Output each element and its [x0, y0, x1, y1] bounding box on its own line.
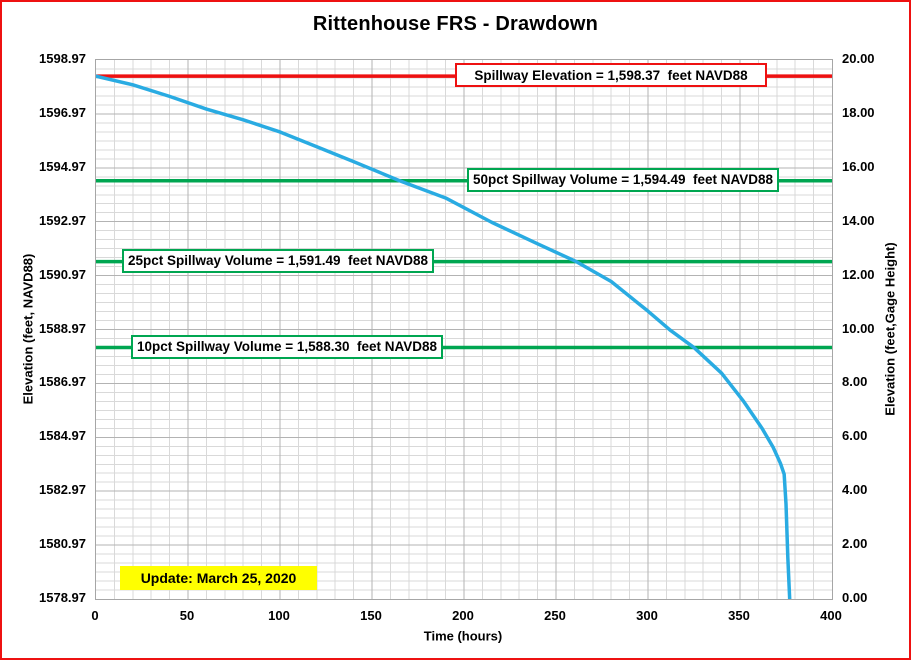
y-right-tick-label: 12.00 [842, 266, 875, 282]
pct50-label-box: 50pct Spillway Volume = 1,594.49 feet NA… [467, 167, 779, 192]
y-left-tick-label: 1592.97 [39, 212, 86, 228]
x-axis-title: Time (hours) [423, 628, 503, 644]
x-tick-label: 250 [544, 608, 566, 623]
x-tick-label: 50 [179, 608, 195, 623]
y-left-tick-label: 1588.97 [39, 320, 86, 336]
y-right-tick-label: 18.00 [842, 104, 875, 120]
x-tick-label: 100 [268, 608, 290, 623]
y-right-tick-label: 14.00 [842, 212, 875, 228]
x-tick-label: 350 [728, 608, 750, 623]
plot-area [95, 59, 833, 600]
y-right-tick-label: 20.00 [842, 51, 875, 66]
y-left-tick-label: 1594.97 [39, 158, 86, 174]
y-left-tick-label: 1582.97 [39, 482, 86, 498]
y-right-tick-label: 0.00 [842, 590, 868, 605]
drawdown-plot-canvas [96, 60, 832, 599]
y-left-tick-label: 1596.97 [39, 104, 86, 120]
spillway-label-box: Spillway Elevation = 1,598.37 feet NAVD8… [455, 63, 767, 88]
y-left-tick-label: 1578.97 [39, 590, 86, 605]
x-tick-label: 150 [360, 608, 382, 623]
pct25-label-box: 25pct Spillway Volume = 1,591.49 feet NA… [122, 248, 434, 273]
y-right-tick-label: 16.00 [842, 158, 875, 174]
y-right-tick-label: 10.00 [842, 320, 875, 336]
y-left-tick-label: 1590.97 [39, 266, 86, 282]
major-gridlines [96, 60, 832, 599]
y-left-tick-label: 1584.97 [39, 428, 86, 444]
y-left-tick-label: 1580.97 [39, 536, 86, 552]
update-note: Update: March 25, 2020 [120, 566, 317, 590]
drawdown-curve [96, 74, 792, 599]
x-tick-label: 0 [91, 608, 99, 623]
y-right-tick-label: 2.00 [842, 536, 868, 552]
y-right-tick-label: 8.00 [842, 374, 868, 390]
x-tick-label: 200 [452, 608, 474, 623]
y-right-tick-label: 6.00 [842, 428, 868, 444]
y-right-tick-label: 4.00 [842, 482, 868, 498]
x-tick-label: 400 [820, 608, 842, 623]
y-left-tick-label: 1598.97 [39, 51, 86, 66]
pct10-label-box: 10pct Spillway Volume = 1,588.30 feet NA… [131, 334, 443, 359]
y-left-tick-label: 1586.97 [39, 374, 86, 390]
chart-title: Rittenhouse FRS - Drawdown [312, 13, 599, 35]
x-tick-label: 300 [636, 608, 658, 623]
